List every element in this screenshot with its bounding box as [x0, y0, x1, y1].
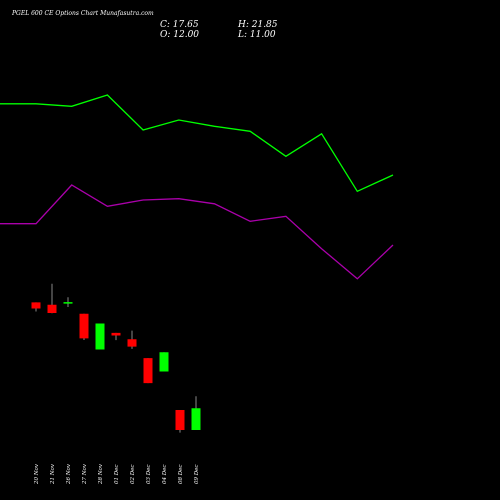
candle-body [159, 352, 169, 372]
candle-body [143, 358, 153, 384]
candle-body [47, 304, 57, 313]
chart-title: PGEL 600 CE Options Chart Munafasutra.co… [11, 10, 154, 17]
x-tick-label: 04 Dec [162, 465, 168, 485]
candle-6 [111, 332, 121, 341]
x-tick-label: 09 Dec [194, 465, 200, 485]
moving-average-lines [0, 94, 394, 280]
candles-group [31, 283, 201, 433]
candle-11 [191, 396, 201, 430]
candle-9 [159, 352, 169, 372]
x-tick-label: 02 Dec [130, 465, 136, 485]
high-value: H: 21.85 [237, 20, 278, 30]
candle-body [95, 323, 105, 350]
candle-10 [175, 410, 185, 433]
candle-body [31, 302, 41, 309]
candle-8 [143, 358, 153, 384]
x-axis-ticks: 20 Nov 21 Nov 26 Nov 27 Nov 28 Nov 01 Dec 02 D… [34, 463, 200, 485]
candle-body [79, 313, 89, 339]
x-tick-label: 03 Dec [146, 465, 152, 485]
candle-body [175, 410, 185, 430]
x-tick-label: 28 Nov [98, 463, 104, 485]
candle-4 [79, 313, 89, 340]
open-value: O: 12.00 [160, 30, 199, 40]
x-tick-label: 26 Nov [66, 463, 72, 485]
x-tick-label: 01 Dec [114, 465, 120, 485]
low-value: L: 11.00 [237, 30, 276, 40]
x-tick-label: 21 Nov [50, 463, 56, 485]
series-line-green [0, 94, 394, 193]
close-value: C: 17.65 [160, 20, 199, 30]
x-tick-label: 08 Dec [178, 465, 184, 485]
candle-body [63, 302, 73, 304]
series-line-magenta [0, 184, 394, 280]
candle-body [127, 339, 137, 347]
candle-body [111, 332, 121, 336]
candle-7 [127, 330, 137, 349]
candle-1 [31, 302, 41, 312]
candle-body [191, 408, 201, 430]
candle-5 [95, 323, 105, 350]
x-tick-label: 20 Nov [34, 463, 40, 485]
x-tick-label: 27 Nov [82, 463, 88, 485]
candle-3 [63, 297, 73, 307]
candle-2 [47, 283, 57, 314]
